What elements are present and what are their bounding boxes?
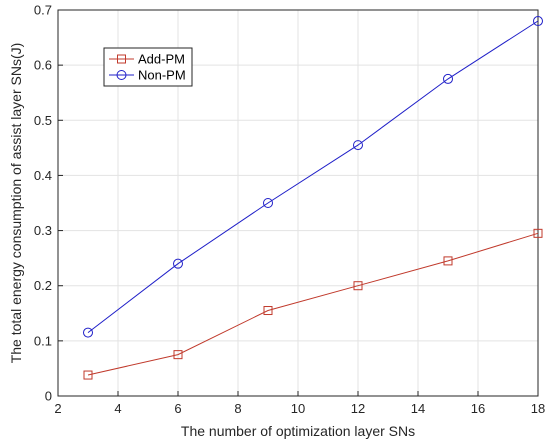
x-tick-label: 12 [351,401,365,416]
x-tick-label: 10 [291,401,305,416]
y-tick-label: 0.3 [34,223,52,238]
legend-box [103,47,193,87]
series-group [83,16,543,380]
y-axis-ticks: 0 0.1 0.2 0.3 0.4 0.5 0.6 0.7 [34,3,63,404]
y-tick-label: 0.6 [34,58,52,73]
x-tick-label: 4 [114,401,121,416]
data-point-non-pm [173,258,183,269]
x-tick-label: 18 [531,401,545,416]
legend-label-add-pm: Add-PM [138,52,185,67]
series-line-non-pm [87,20,539,333]
series-add-pm [83,228,543,380]
x-tick-label: 6 [174,401,181,416]
x-tick-label: 14 [411,401,425,416]
legend-marker-non-pm [116,70,127,80]
legend-item-non-pm: Non-PM [109,68,186,83]
series-non-pm [83,16,543,338]
y-tick-label: 0.2 [34,278,52,293]
data-point-add-pm [173,350,183,360]
y-axis-label: The total energy consumption of assist l… [8,43,24,364]
series-line-add-pm [87,232,539,376]
data-point-add-pm [353,281,363,291]
data-point-add-pm [533,228,543,238]
x-tick-label: 2 [54,401,61,416]
x-tick-label: 16 [471,401,485,416]
x-axis-label: The number of optimization layer SNs [181,423,415,439]
y-tick-label: 0.7 [34,3,52,18]
x-axis-ticks: 2 4 6 8 10 12 14 16 18 [54,391,545,416]
y-tick-label: 0.4 [34,168,52,183]
data-point-non-pm [533,16,543,27]
legend-marker-add-pm [117,54,126,64]
legend-label-non-pm: Non-PM [138,68,186,83]
data-point-non-pm [353,140,363,151]
x-tick-label: 8 [234,401,241,416]
data-point-non-pm [83,327,93,338]
data-point-add-pm [83,370,93,380]
data-point-add-pm [263,306,273,316]
y-tick-label: 0 [45,389,52,404]
data-point-add-pm [443,256,453,266]
y-tick-label: 0.5 [34,113,52,128]
data-point-non-pm [263,198,273,208]
legend-item-add-pm: Add-PM [109,52,185,67]
data-point-non-pm [443,73,453,84]
y-tick-label: 0.1 [34,333,52,348]
